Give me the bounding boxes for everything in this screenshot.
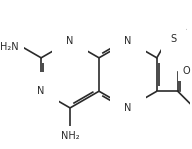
- Text: H₂N: H₂N: [0, 42, 19, 52]
- Text: S: S: [170, 34, 176, 44]
- Text: N: N: [124, 103, 132, 113]
- Text: O: O: [183, 66, 190, 76]
- Text: N: N: [37, 86, 45, 96]
- Text: N: N: [124, 36, 132, 46]
- Text: N: N: [66, 36, 74, 46]
- Text: NH₂: NH₂: [61, 131, 79, 141]
